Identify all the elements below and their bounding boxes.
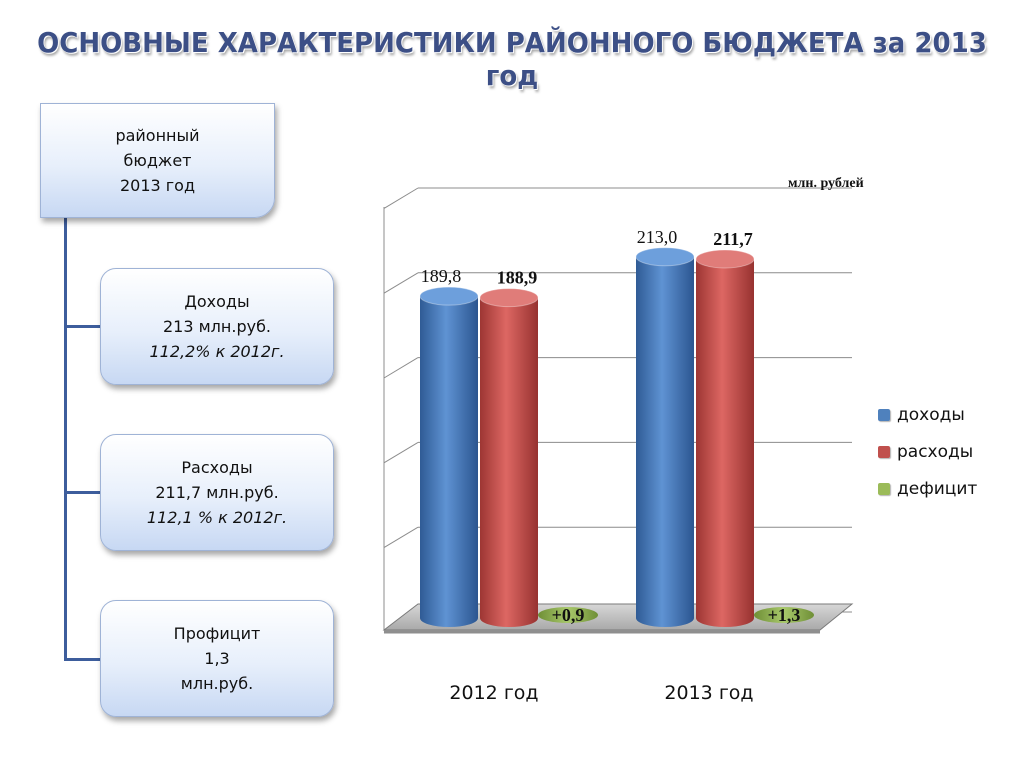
bar-income-0-top: [419, 286, 479, 306]
legend-item-income: доходы: [878, 396, 977, 433]
income-box: Доходы 213 млн.руб. 112,2% к 2012г.: [100, 268, 334, 385]
root-line-1: районный: [115, 126, 200, 145]
tree-connector-h3: [64, 658, 100, 661]
data-label-deficit-1: +1,3: [768, 605, 801, 625]
data-label-expenses-0: 188,9: [497, 268, 538, 288]
income-title: Доходы: [184, 292, 250, 311]
surplus-amount: 1,3: [204, 649, 230, 668]
expenses-growth: 112,1 % к 2012г.: [146, 508, 288, 527]
page-title: ОСНОВНЫЕ ХАРАКТЕРИСТИКИ РАЙОННОГО БЮДЖЕТ…: [37, 26, 987, 92]
legend-item-expenses: расходы: [878, 433, 977, 470]
bar-expenses-0-top: [479, 288, 539, 308]
legend-label-income: доходы: [897, 404, 965, 425]
gridline-side: [383, 187, 419, 209]
bar-expenses-0: [480, 297, 538, 618]
income-growth: 112,2% к 2012г.: [149, 342, 285, 361]
legend-item-deficit: дефицит: [878, 470, 977, 507]
chart-floor-edge: [384, 630, 820, 633]
expenses-title: Расходы: [181, 458, 253, 477]
surplus-unit: млн.руб.: [180, 674, 254, 693]
bar-expenses-1-base: [696, 609, 754, 627]
data-label-income-0: 189,8: [421, 266, 462, 286]
bar-income-0: [420, 296, 478, 618]
root-line-3: 2013 год: [119, 176, 196, 195]
tree-connector-h2: [64, 491, 100, 494]
tree-connector-vertical: [64, 218, 67, 661]
bar-income-1: [636, 256, 694, 618]
gridline-side: [383, 272, 419, 294]
gridline-side: [383, 357, 419, 379]
expenses-amount: 211,7 млн.руб.: [155, 483, 279, 502]
bar-expenses-1: [696, 258, 754, 618]
gridline-side: [383, 526, 419, 549]
legend-swatch-income: [878, 408, 890, 421]
bar-deficit-1: [754, 607, 814, 623]
chart-legend: доходы расходы дефицит: [878, 396, 977, 507]
legend-swatch-expenses: [878, 445, 890, 458]
x-category-label-2013: 2013 год: [664, 682, 754, 704]
tree-connector-h1: [64, 325, 100, 328]
bar-expenses-1-top: [695, 249, 755, 269]
data-label-income-1: 213,0: [637, 227, 678, 247]
legend-swatch-deficit: [878, 482, 890, 495]
data-label-deficit-0: +0,9: [552, 605, 585, 625]
chart-data-labels: 189,8 188,9 +0,9 213,0 211,7 +1,3: [421, 227, 801, 625]
bar-income-1-top: [635, 247, 695, 267]
legend-label-expenses: расходы: [897, 441, 974, 462]
bar-expenses-0-base: [480, 609, 538, 627]
bar-deficit-0: [538, 607, 598, 623]
data-label-expenses-1: 211,7: [713, 229, 753, 249]
root-line-2: бюджет: [123, 151, 192, 170]
gridline-side: [383, 441, 419, 464]
x-category-label-2012: 2012 год: [449, 682, 539, 704]
expenses-box: Расходы 211,7 млн.руб. 112,1 % к 2012г.: [100, 434, 334, 551]
chart-bars: [419, 247, 814, 627]
legend-label-deficit: дефицит: [897, 478, 978, 499]
surplus-title: Профицит: [173, 624, 261, 643]
bar-income-1-base: [636, 609, 694, 627]
surplus-box: Профицит 1,3 млн.руб.: [100, 600, 334, 717]
bar-income-0-base: [420, 609, 478, 627]
budget-root-box: районный бюджет 2013 год: [40, 103, 275, 218]
unit-label: млн. рублей: [788, 176, 864, 191]
income-amount: 213 млн.руб.: [162, 317, 272, 336]
